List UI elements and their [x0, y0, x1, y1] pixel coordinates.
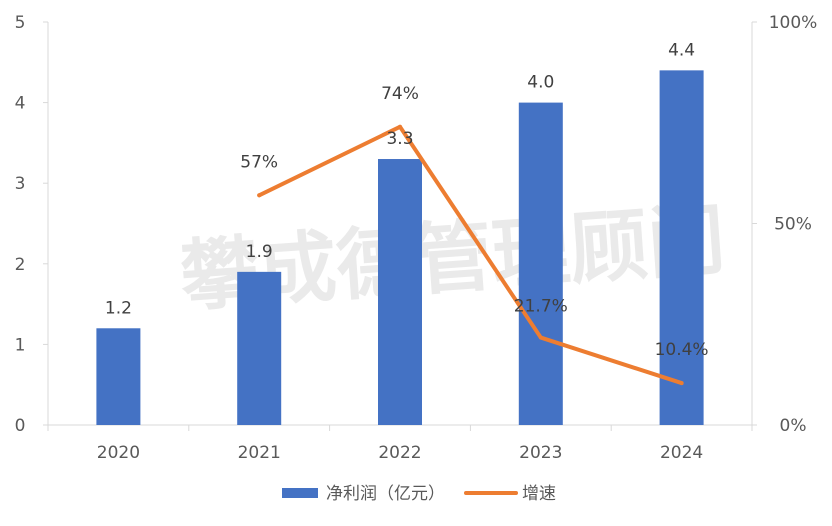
y-left-tick-label: 1 [15, 335, 26, 355]
y-left-tick-label: 0 [15, 416, 26, 436]
growth-value-label: 57% [240, 152, 278, 172]
growth-point [398, 124, 402, 129]
legend: 净利润（亿元） 增速 [282, 484, 556, 504]
bar [96, 328, 141, 425]
legend-bar-swatch [282, 488, 318, 498]
bar [237, 271, 282, 425]
bar-value-label: 3.3 [386, 129, 413, 149]
growth-point [538, 335, 543, 340]
line-series [257, 124, 684, 386]
y-left-tick-label: 2 [15, 255, 26, 275]
x-tick-label: 2022 [378, 443, 421, 463]
y-left-tick-label: 3 [15, 174, 26, 194]
growth-point [679, 381, 684, 386]
y-right-tick-label: 50% [774, 215, 812, 235]
y-left-tick-label: 4 [15, 94, 26, 114]
bar-value-label: 1.9 [246, 242, 273, 262]
bar-value-label: 1.2 [105, 298, 132, 318]
growth-value-label: 74% [381, 84, 419, 104]
x-tick-label: 2024 [660, 443, 703, 463]
bar [378, 159, 422, 425]
bar-value-label: 4.0 [527, 73, 554, 93]
bar [659, 70, 704, 426]
data-labels: 1.2 1.9 3.3 4.0 4.4 57% 74% 21.7% 10.4% [105, 40, 709, 360]
x-tick-label: 2023 [519, 443, 562, 463]
growth-line [257, 124, 684, 386]
bar-value-label: 4.4 [668, 40, 695, 60]
x-tick-label: 2021 [238, 443, 281, 463]
growth-value-label: 21.7% [514, 297, 568, 317]
y-left-tick-label: 5 [15, 13, 26, 33]
y-right-tick-label: 100% [769, 13, 818, 33]
x-tick-label: 2020 [97, 443, 140, 463]
legend-bar-label: 净利润（亿元） [326, 484, 445, 504]
y-right-tick-label: 0% [780, 416, 807, 436]
growth-value-label: 10.4% [655, 340, 709, 360]
growth-point [257, 193, 262, 198]
bar [518, 102, 563, 425]
bar-series [96, 70, 704, 426]
legend-line-label: 增速 [522, 484, 556, 504]
